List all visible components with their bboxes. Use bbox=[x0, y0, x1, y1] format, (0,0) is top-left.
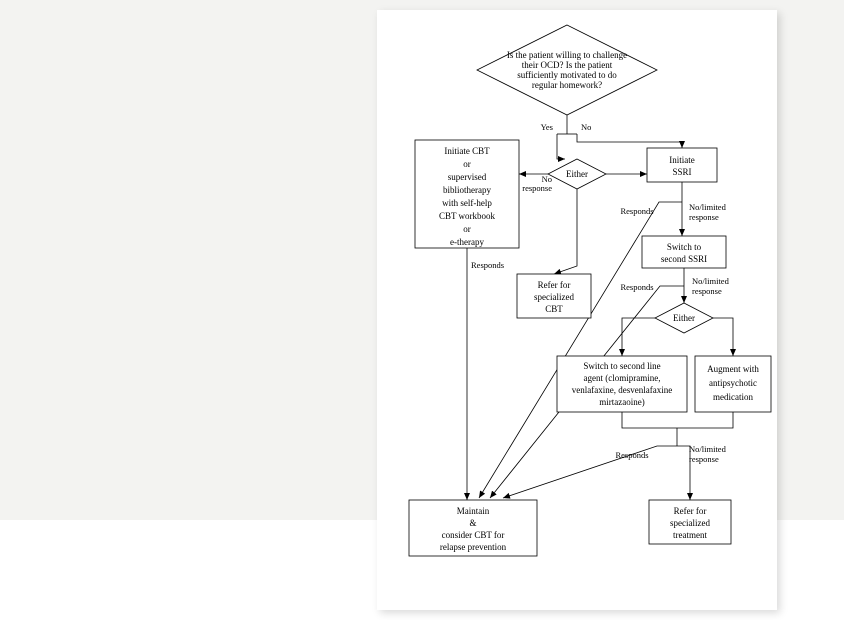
maintain-line-0: Maintain bbox=[457, 506, 490, 516]
second-line-3: mirtazaoine) bbox=[599, 397, 644, 407]
node-second-line-agent: Switch to second line agent (clomipramin… bbox=[557, 356, 687, 412]
refer-spec-line-1: specialized bbox=[670, 518, 710, 528]
second-line-2: venlafaxine, desvenlafaxine bbox=[572, 385, 672, 395]
node-either-2: Either bbox=[655, 303, 713, 333]
edge-label-merge-nolim-1: No/limited bbox=[689, 444, 727, 454]
cbt-line-2: supervised bbox=[448, 172, 487, 182]
edge-label-ssri-responds: Responds bbox=[620, 206, 653, 216]
flowchart-page: Is the patient willing to challenge thei… bbox=[377, 10, 777, 610]
edge-label-switch-nolim-2: response bbox=[692, 286, 722, 296]
node-initiate-ssri: Initiate SSRI bbox=[647, 148, 717, 182]
start-line-0: Is the patient willing to challenge bbox=[507, 50, 627, 60]
maintain-line-2: consider CBT for bbox=[442, 530, 505, 540]
second-line-0: Switch to second line bbox=[583, 361, 660, 371]
edge-label-ssri-nolim-2: response bbox=[689, 212, 719, 222]
node-either-1: Either bbox=[548, 159, 606, 189]
cbt-line-3: bibliotherapy bbox=[443, 185, 491, 195]
flowchart-svg: Is the patient willing to challenge thei… bbox=[377, 10, 777, 610]
refer-spec-line-2: treatment bbox=[673, 530, 707, 540]
start-line-3: regular homework? bbox=[532, 80, 602, 90]
maintain-line-1: & bbox=[469, 518, 476, 528]
start-line-1: their OCD? Is the patient bbox=[522, 60, 613, 70]
node-refer-specialized-treatment: Refer for specialized treatment bbox=[649, 500, 731, 544]
edge-label-yes: Yes bbox=[541, 122, 553, 132]
ssri-line-1: SSRI bbox=[672, 167, 691, 177]
maintain-line-3: relapse prevention bbox=[440, 542, 507, 552]
either2-label: Either bbox=[673, 313, 695, 323]
node-initiate-cbt: Initiate CBT or supervised bibliotherapy… bbox=[415, 140, 519, 248]
edge-label-switch-nolim-1: No/limited bbox=[692, 276, 730, 286]
node-augment-antipsychotic: Augment with antipsychotic medication bbox=[695, 356, 771, 412]
either1-label: Either bbox=[566, 169, 588, 179]
refer-cbt-line-0: Refer for bbox=[538, 280, 571, 290]
switch-ssri-line-0: Switch to bbox=[667, 242, 702, 252]
second-line-1: agent (clomipramine, bbox=[584, 373, 661, 383]
edge-label-no-response-2: response bbox=[522, 183, 552, 193]
cbt-line-1: or bbox=[463, 159, 471, 169]
edge-label-merge-nolim-2: response bbox=[689, 454, 719, 464]
refer-cbt-line-2: CBT bbox=[545, 304, 563, 314]
augment-line-0: Augment with bbox=[707, 364, 759, 374]
refer-spec-line-0: Refer for bbox=[674, 506, 707, 516]
edge-label-cbt-responds: Responds bbox=[471, 260, 504, 270]
node-refer-specialized-cbt: Refer for specialized CBT bbox=[517, 274, 591, 318]
node-start-decision: Is the patient willing to challenge thei… bbox=[477, 25, 657, 115]
augment-line-1: antipsychotic bbox=[709, 378, 757, 388]
augment-line-2: medication bbox=[713, 392, 753, 402]
cbt-line-4: with self-help bbox=[442, 198, 492, 208]
ssri-line-0: Initiate bbox=[669, 155, 695, 165]
switch-ssri-line-1: second SSRI bbox=[661, 254, 707, 264]
edge-label-ssri-nolim-1: No/limited bbox=[689, 202, 727, 212]
node-maintain: Maintain & consider CBT for relapse prev… bbox=[409, 500, 537, 556]
cbt-line-6: or bbox=[463, 224, 471, 234]
refer-cbt-line-1: specialized bbox=[534, 292, 574, 302]
cbt-line-0: Initiate CBT bbox=[444, 146, 490, 156]
edge-label-no: No bbox=[581, 122, 591, 132]
cbt-line-7: e-therapy bbox=[450, 237, 484, 247]
edge-label-switch-responds: Responds bbox=[620, 282, 653, 292]
node-switch-second-ssri: Switch to second SSRI bbox=[642, 236, 726, 268]
cbt-line-5: CBT workbook bbox=[439, 211, 496, 221]
start-line-2: sufficiently motivated to do bbox=[517, 70, 617, 80]
